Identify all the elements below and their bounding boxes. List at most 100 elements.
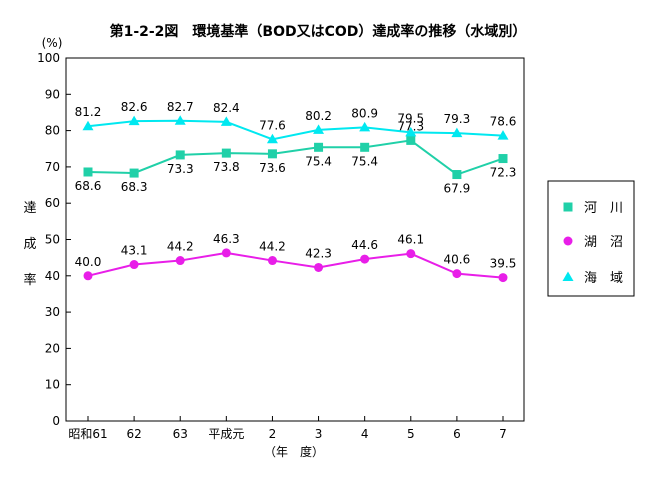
data-label: 43.1 [121, 244, 148, 258]
x-tick-label: 4 [361, 427, 369, 441]
data-label: 40.6 [444, 253, 471, 267]
data-label: 73.8 [213, 160, 240, 174]
data-point [129, 168, 139, 178]
data-label: 68.6 [75, 179, 102, 193]
data-point [174, 115, 186, 125]
data-point [451, 127, 463, 138]
data-label: 68.3 [121, 180, 148, 194]
data-label: 67.9 [444, 182, 471, 196]
data-label: 75.4 [351, 154, 378, 168]
data-label: 78.6 [490, 115, 517, 129]
data-label: 72.3 [490, 166, 517, 180]
data-point [405, 126, 417, 137]
legend-label: 海 域 [584, 271, 623, 286]
data-point [267, 256, 277, 266]
x-tick-label: 昭和61 [68, 427, 107, 441]
y-tick-label: 60 [45, 196, 60, 210]
data-point [267, 149, 277, 159]
y-tick-label: 30 [45, 305, 60, 319]
data-label: 82.6 [121, 100, 148, 114]
series-line [87, 119, 504, 141]
data-point [498, 273, 508, 283]
data-point [359, 121, 371, 132]
x-tick-label: 6 [453, 427, 461, 441]
y-tick-label: 0 [52, 414, 60, 428]
data-label: 44.6 [351, 238, 378, 252]
x-axis-label: （年 度） [264, 444, 324, 459]
data-point [452, 170, 462, 180]
series-square: 68.6 68.3 73.3 73.8 73.6 75.4 75.4 77.3 67.9 72.3 [75, 119, 517, 195]
y-axis-unit: (%) [42, 36, 63, 50]
data-label: 82.4 [213, 101, 240, 115]
data-label: 77.3 [397, 119, 424, 133]
data-point [406, 249, 416, 259]
chart-title: 第1-2-2図 環境基準（BOD又はCOD）達成率の推移（水域別） [110, 23, 527, 40]
data-point [221, 248, 231, 258]
data-point [221, 148, 231, 158]
data-point [175, 150, 185, 160]
y-tick-label: 100 [37, 51, 60, 65]
data-label: 39.5 [490, 257, 517, 271]
legend-marker [562, 271, 574, 281]
data-point [83, 167, 93, 177]
data-point [497, 130, 509, 140]
y-tick-label: 50 [45, 233, 60, 247]
y-tick-label: 10 [45, 378, 60, 392]
data-label: 46.3 [213, 232, 240, 246]
data-label: 73.3 [167, 162, 194, 176]
data-label: 44.2 [259, 240, 286, 254]
data-label: 79.5 [397, 111, 424, 125]
data-label: 80.2 [305, 109, 332, 123]
data-label: 40.0 [75, 255, 102, 269]
series-circle: 40.0 43.1 44.2 46.3 44.2 42.3 44.6 46.1 40.6 39.5 [75, 232, 517, 283]
x-tick-label: 62 [126, 427, 141, 441]
data-label: 46.1 [397, 233, 424, 247]
legend-box [547, 180, 635, 297]
data-point [498, 154, 508, 164]
data-point [266, 133, 278, 144]
y-axis-label: 達成率 [23, 201, 36, 288]
legend-label: 湖 沼 [584, 235, 623, 250]
x-tick-label: 平成元 [208, 427, 244, 441]
x-tick-label: 63 [173, 427, 188, 441]
legend-item: 海 域 [562, 271, 623, 286]
x-tick-label: 2 [269, 427, 277, 441]
legend-item: 湖 沼 [563, 235, 623, 250]
data-point [175, 256, 185, 266]
data-label: 75.4 [305, 154, 332, 168]
x-tick-label: 5 [407, 427, 415, 441]
data-point [360, 254, 370, 264]
data-point [314, 142, 324, 152]
data-label: 82.7 [167, 100, 194, 114]
x-tick-label: 3 [315, 427, 323, 441]
data-point [452, 269, 462, 279]
legend-item: 河 川 [563, 201, 623, 216]
legend-marker [563, 202, 573, 212]
data-point [128, 115, 140, 126]
y-tick-label: 90 [45, 87, 60, 101]
data-point [83, 271, 93, 281]
series-line [87, 251, 504, 279]
y-tick-label: 20 [45, 341, 60, 355]
data-point [82, 120, 94, 131]
legend: 河 川湖 沼海 域 [562, 201, 623, 286]
series-line [87, 139, 504, 176]
data-label: 80.9 [351, 106, 378, 120]
x-axis: 昭和61 62 63 平成元 2 3 4 5 6 7 [68, 416, 507, 441]
y-axis-label-char: 達 [23, 201, 36, 216]
data-label: 42.3 [305, 246, 332, 260]
data-point [220, 116, 232, 126]
legend-label: 河 川 [584, 201, 623, 216]
y-tick-label: 80 [45, 124, 60, 138]
data-label: 81.2 [75, 105, 102, 119]
x-tick-label: 7 [499, 427, 507, 441]
y-tick-label: 70 [45, 160, 60, 174]
series-triangle: 81.2 82.6 82.7 82.4 77.6 80.2 80.9 79.5 79.3 78.6 [75, 100, 517, 144]
series-layer: 68.6 68.3 73.3 73.8 73.6 75.4 75.4 77.3 67.9 72.3… [75, 100, 517, 283]
data-label: 79.3 [444, 112, 471, 126]
legend-marker [563, 236, 573, 246]
data-label: 73.6 [259, 161, 286, 175]
y-axis: 0 10 20 30 40 50 60 70 80 90 100 [37, 51, 71, 428]
y-tick-label: 40 [45, 269, 60, 283]
